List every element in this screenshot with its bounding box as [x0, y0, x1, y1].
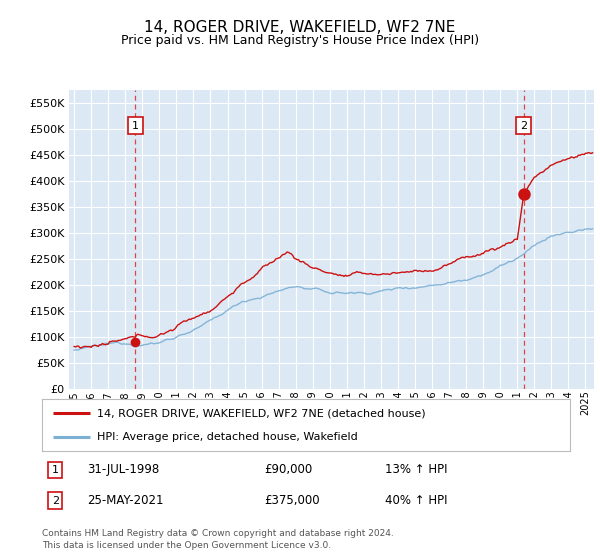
Text: 2: 2 [520, 120, 527, 130]
Text: 14, ROGER DRIVE, WAKEFIELD, WF2 7NE (detached house): 14, ROGER DRIVE, WAKEFIELD, WF2 7NE (det… [97, 408, 426, 418]
Text: Price paid vs. HM Land Registry's House Price Index (HPI): Price paid vs. HM Land Registry's House … [121, 34, 479, 46]
Text: 1: 1 [52, 465, 59, 475]
Text: 14, ROGER DRIVE, WAKEFIELD, WF2 7NE: 14, ROGER DRIVE, WAKEFIELD, WF2 7NE [145, 20, 455, 35]
Text: 13% ↑ HPI: 13% ↑ HPI [385, 464, 448, 477]
Text: £90,000: £90,000 [264, 464, 312, 477]
Text: 25-MAY-2021: 25-MAY-2021 [87, 494, 163, 507]
Text: HPI: Average price, detached house, Wakefield: HPI: Average price, detached house, Wake… [97, 432, 358, 442]
Text: 40% ↑ HPI: 40% ↑ HPI [385, 494, 448, 507]
Text: 1: 1 [131, 120, 139, 130]
Text: £375,000: £375,000 [264, 494, 319, 507]
Text: Contains HM Land Registry data © Crown copyright and database right 2024.
This d: Contains HM Land Registry data © Crown c… [42, 529, 394, 550]
Text: 31-JUL-1998: 31-JUL-1998 [87, 464, 159, 477]
Text: 2: 2 [52, 496, 59, 506]
